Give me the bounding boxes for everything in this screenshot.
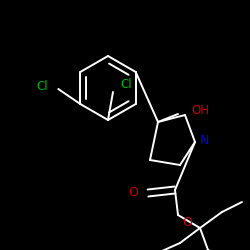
Text: O: O <box>128 186 138 200</box>
Text: Cl: Cl <box>120 78 132 92</box>
Text: O: O <box>182 216 192 230</box>
Text: N: N <box>200 134 209 146</box>
Text: OH: OH <box>191 104 209 117</box>
Text: Cl: Cl <box>37 80 48 92</box>
